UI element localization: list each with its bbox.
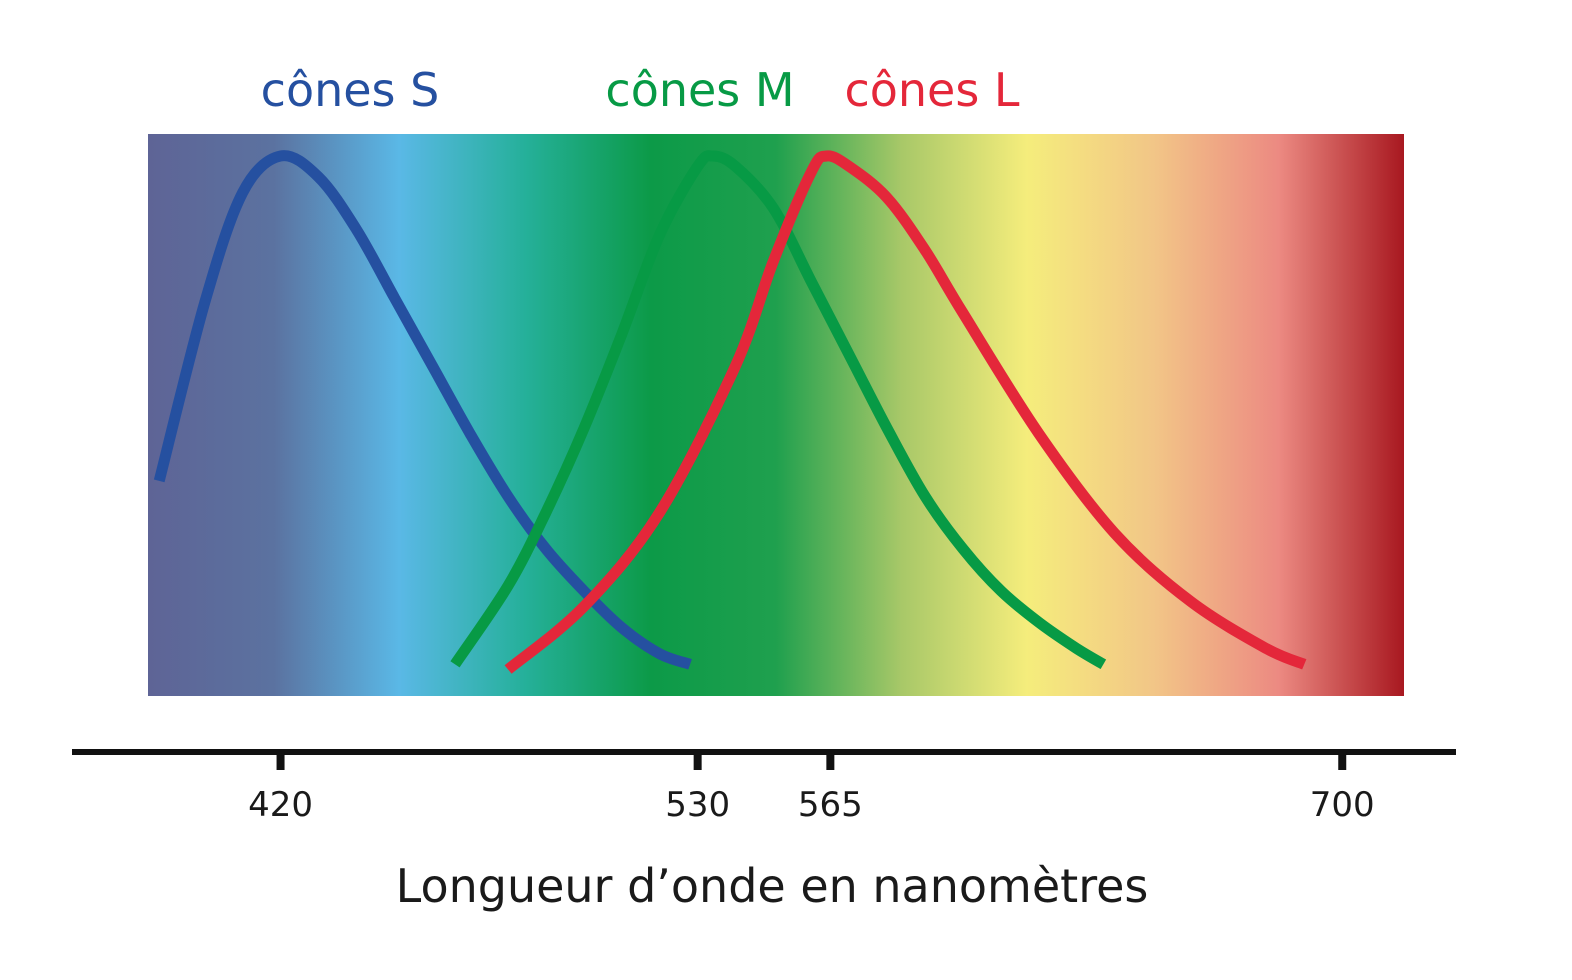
series-label-cness: cônes S: [261, 63, 440, 117]
series-line-cness: [153, 150, 692, 670]
x-tick-label-700: 700: [1310, 785, 1375, 825]
sensitivity-curves: [153, 150, 1307, 674]
x-axis-ticks: 420 530 565 700: [248, 752, 1375, 825]
x-tick-label-420: 420: [248, 785, 313, 825]
series-label-cnesm: cônes M: [605, 63, 794, 117]
x-tick-label-530: 530: [665, 785, 730, 825]
series-line-cnesl: [504, 150, 1307, 674]
x-axis-title: Longueur d’onde en nanomètres: [396, 859, 1149, 913]
series-label-cnesl: cônes L: [844, 63, 1019, 117]
series-line-cnesm: [450, 150, 1107, 670]
series-labels: cônes S cônes M cônes L: [261, 63, 1020, 117]
x-tick-label-565: 565: [798, 785, 863, 825]
